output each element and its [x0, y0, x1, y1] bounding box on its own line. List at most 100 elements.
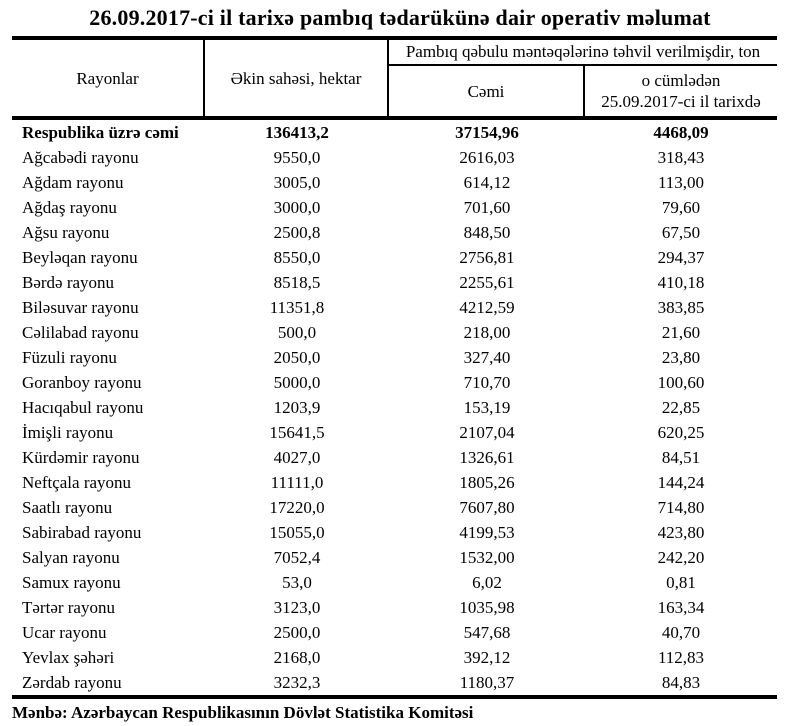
ekin-value-cell: 8518,5 — [273, 273, 321, 292]
region-name-cell: Cəlilabad rayonu — [22, 323, 139, 342]
table-row: Kürdəmir rayonu 4027,0 1326,61 84,51 — [12, 445, 777, 470]
ekin-value-cell: 9550,0 — [273, 148, 321, 167]
region-name-cell: Tərtər rayonu — [22, 598, 115, 617]
ekin-value-cell: 3005,0 — [273, 173, 321, 192]
table-row: Ucar rayonu 2500,0 547,68 40,70 — [12, 620, 777, 645]
region-name-cell: Saatlı rayonu — [22, 498, 113, 517]
tarix-value-cell: 23,80 — [661, 348, 701, 367]
region-name-cell: Ucar rayonu — [22, 623, 107, 642]
table-row: Zərdab rayonu 3232,3 1180,37 84,83 — [12, 670, 777, 695]
cemi-value-cell: 153,19 — [463, 398, 511, 417]
total-row-label: Respublika üzrə cəmi — [22, 123, 179, 142]
ekin-value-cell: 1203,9 — [273, 398, 321, 417]
column-header-tarix-line1: o cümlədən — [641, 71, 721, 90]
table-row: Neftçala rayonu 11111,0 1805,26 144,24 — [12, 470, 777, 495]
cemi-value-cell: 547,68 — [463, 623, 511, 642]
tarix-value-cell: 294,37 — [657, 248, 705, 267]
region-name-cell: Beyləqan rayonu — [22, 248, 138, 267]
region-name-cell: Ağdaş rayonu — [22, 198, 117, 217]
cemi-value-cell: 2107,04 — [459, 423, 515, 442]
tarix-value-cell: 714,80 — [657, 498, 705, 517]
total-ekin-value: 136413,2 — [265, 123, 329, 142]
tarix-value-cell: 620,25 — [657, 423, 705, 442]
region-name-cell: Kürdəmir rayonu — [22, 448, 140, 467]
total-tarix-value: 4468,09 — [653, 123, 709, 142]
region-name-cell: Ağsu rayonu — [22, 223, 110, 242]
cemi-value-cell: 701,60 — [463, 198, 511, 217]
column-header-tarix: o cümlədən 25.09.2017-ci il tarixdə — [585, 66, 777, 116]
table-row: Biləsuvar rayonu 11351,8 4212,59 383,85 — [12, 295, 777, 320]
column-header-cemi: Cəmi — [389, 66, 585, 116]
cemi-value-cell: 218,00 — [463, 323, 511, 342]
ekin-value-cell: 5000,0 — [273, 373, 321, 392]
table-row: Beyləqan rayonu 8550,0 2756,81 294,37 — [12, 245, 777, 270]
tarix-value-cell: 113,00 — [657, 173, 705, 192]
ekin-value-cell: 53,0 — [282, 573, 312, 592]
table-row: Sabirabad rayonu 15055,0 4199,53 423,80 — [12, 520, 777, 545]
cemi-value-cell: 392,12 — [463, 648, 511, 667]
tarix-value-cell: 22,85 — [661, 398, 701, 417]
tarix-value-cell: 67,50 — [661, 223, 701, 242]
region-name-cell: Ağcabədi rayonu — [22, 148, 139, 167]
cemi-value-cell: 2255,61 — [459, 273, 515, 292]
ekin-value-cell: 3232,3 — [273, 673, 321, 692]
region-name-cell: Salyan rayonu — [22, 548, 120, 567]
ekin-value-cell: 11351,8 — [269, 298, 325, 317]
tarix-value-cell: 84,51 — [661, 448, 701, 467]
cemi-value-cell: 848,50 — [463, 223, 511, 242]
ekin-value-cell: 2500,0 — [273, 623, 321, 642]
table-row: Cəlilabad rayonu 500,0 218,00 21,60 — [12, 320, 777, 345]
tarix-value-cell: 0,81 — [666, 573, 696, 592]
column-header-tarix-line2: 25.09.2017-ci il tarixdə — [601, 92, 761, 111]
document-title: 26.09.2017-ci il tarixə pambıq tədarükün… — [89, 5, 711, 30]
column-group-pambiq-qebulu: Pambıq qəbulu məntəqələrinə təhvil veril… — [389, 40, 777, 116]
ekin-value-cell: 2168,0 — [273, 648, 321, 667]
column-header-ekin-sahesi: Əkin sahəsi, hektar — [205, 40, 389, 116]
cemi-value-cell: 2616,03 — [459, 148, 515, 167]
cemi-value-cell: 6,02 — [472, 573, 502, 592]
tarix-value-cell: 423,80 — [657, 523, 705, 542]
table-row: Ağdam rayonu 3005,0 614,12 113,00 — [12, 170, 777, 195]
ekin-value-cell: 3000,0 — [273, 198, 321, 217]
ekin-value-cell: 8550,0 — [273, 248, 321, 267]
cemi-value-cell: 1532,00 — [459, 548, 515, 567]
cemi-value-cell: 1805,26 — [459, 473, 515, 492]
region-name-cell: Ağdam rayonu — [22, 173, 124, 192]
table-row: Salyan rayonu 7052,4 1532,00 242,20 — [12, 545, 777, 570]
region-name-cell: Neftçala rayonu — [22, 473, 132, 492]
column-group-header: Pambıq qəbulu məntəqələrinə təhvil veril… — [389, 40, 777, 66]
table-row: Tərtər rayonu 3123,0 1035,98 163,34 — [12, 595, 777, 620]
tarix-value-cell: 410,18 — [657, 273, 705, 292]
region-name-cell: Sabirabad rayonu — [22, 523, 142, 542]
tarix-value-cell: 144,24 — [657, 473, 705, 492]
cemi-value-cell: 1326,61 — [459, 448, 515, 467]
region-name-cell: Hacıqabul rayonu — [22, 398, 144, 417]
tarix-value-cell: 383,85 — [657, 298, 705, 317]
ekin-value-cell: 2500,8 — [273, 223, 321, 242]
tarix-value-cell: 112,83 — [657, 648, 705, 667]
table-body: Respublika üzrə cəmi 136413,2 37154,96 4… — [12, 120, 777, 695]
table-row: Hacıqabul rayonu 1203,9 153,19 22,85 — [12, 395, 777, 420]
table-row: Füzuli rayonu 2050,0 327,40 23,80 — [12, 345, 777, 370]
tarix-value-cell: 21,60 — [661, 323, 701, 342]
cemi-value-cell: 1035,98 — [459, 598, 515, 617]
cemi-value-cell: 4212,59 — [459, 298, 515, 317]
ekin-value-cell: 2050,0 — [273, 348, 321, 367]
ekin-value-cell: 4027,0 — [273, 448, 321, 467]
source-note: Mənbə: Azərbaycan Respublikasının Dövlət… — [12, 695, 777, 723]
column-header-rayonlar: Rayonlar — [12, 40, 205, 116]
region-name-cell: Goranboy rayonu — [22, 373, 142, 392]
total-cemi-value: 37154,96 — [455, 123, 519, 142]
tarix-value-cell: 79,60 — [661, 198, 701, 217]
ekin-value-cell: 500,0 — [277, 323, 317, 342]
table-row: Samux rayonu 53,0 6,02 0,81 — [12, 570, 777, 595]
table-row: Yevlax şəhəri 2168,0 392,12 112,83 — [12, 645, 777, 670]
table-row: Ağdaş rayonu 3000,0 701,60 79,60 — [12, 195, 777, 220]
ekin-value-cell: 3123,0 — [273, 598, 321, 617]
tarix-value-cell: 84,83 — [661, 673, 701, 692]
table-header: Rayonlar Əkin sahəsi, hektar Pambıq qəbu… — [12, 36, 777, 120]
region-name-cell: İmişli rayonu — [22, 423, 114, 442]
region-name-cell: Bərdə rayonu — [22, 273, 115, 292]
ekin-value-cell: 15055,0 — [269, 523, 325, 542]
